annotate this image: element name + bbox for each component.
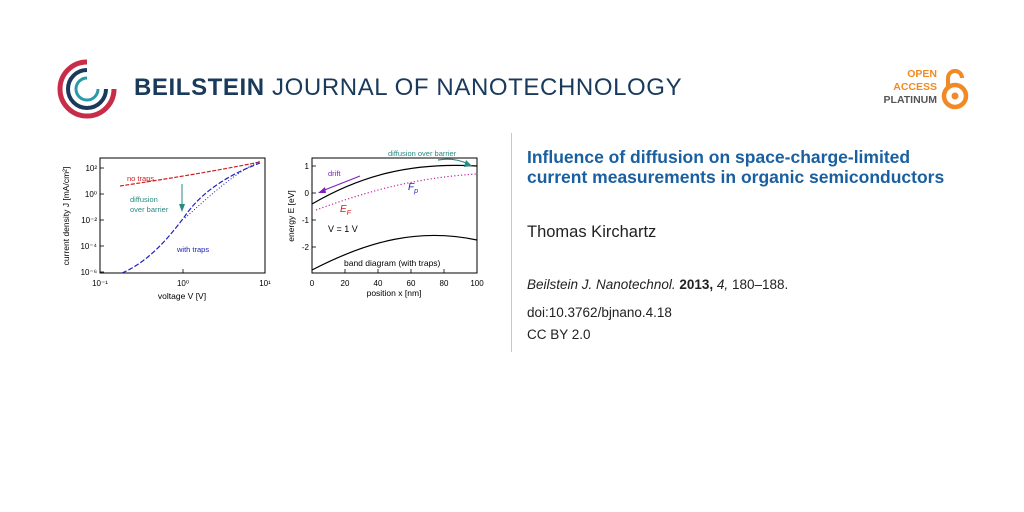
label-diffusion-2: over barrier bbox=[130, 205, 169, 214]
graphical-abstract: 10² 10⁰ 10⁻² 10⁻⁴ 10⁻⁶ 10⁻¹ 10⁰ 10¹ volt… bbox=[61, 149, 484, 301]
left-xtick-0: 10⁻¹ bbox=[92, 279, 108, 288]
left-ytick-2: 10⁻² bbox=[81, 216, 97, 225]
left-ytick-4: 10⁻⁶ bbox=[81, 268, 97, 277]
label-band-diagram: band diagram (with traps) bbox=[344, 258, 441, 268]
left-plot: 10² 10⁰ 10⁻² 10⁻⁴ 10⁻⁶ 10⁻¹ 10⁰ 10¹ volt… bbox=[61, 157, 271, 301]
right-xtick-5: 100 bbox=[470, 279, 484, 288]
article-license[interactable]: CC BY 2.0 bbox=[527, 327, 591, 342]
right-xtick-0: 0 bbox=[310, 279, 315, 288]
left-xtick-1: 10⁰ bbox=[177, 279, 189, 288]
journal-name: BEILSTEIN JOURNAL OF NANOTECHNOLOGY bbox=[134, 74, 682, 102]
article-citation: Beilstein J. Nanotechnol. 2013, 4, 180–1… bbox=[527, 277, 788, 292]
right-ytick-3: -2 bbox=[302, 243, 310, 252]
right-ylabel: energy E [eV] bbox=[286, 190, 296, 242]
right-ytick-0: 1 bbox=[305, 162, 310, 171]
label-diffusion-barrier: diffusion over barrier bbox=[388, 149, 457, 158]
right-xtick-1: 20 bbox=[341, 279, 350, 288]
right-ytick-2: -1 bbox=[302, 216, 310, 225]
label-diffusion-1: diffusion bbox=[130, 195, 158, 204]
open-access-badge: OPEN ACCESS PLATINUM bbox=[880, 68, 975, 118]
citation-year: 2013, bbox=[679, 277, 714, 292]
right-xlabel: position x [nm] bbox=[367, 288, 422, 298]
citation-pages: 180–188. bbox=[731, 277, 789, 292]
left-ytick-3: 10⁻⁴ bbox=[80, 242, 97, 251]
left-ytick-1: 10⁰ bbox=[85, 190, 97, 199]
journal-name-bold: BEILSTEIN bbox=[134, 74, 265, 101]
left-ylabel: current density J [mA/cm²] bbox=[61, 167, 71, 266]
article-doi[interactable]: doi:10.3762/bjnano.4.18 bbox=[527, 305, 672, 320]
right-ytick-1: 0 bbox=[305, 189, 310, 198]
journal-name-rest: JOURNAL OF NANOTECHNOLOGY bbox=[272, 74, 683, 101]
article-author[interactable]: Thomas Kirchartz bbox=[527, 223, 657, 241]
label-drift: drift bbox=[328, 169, 341, 178]
right-xtick-3: 60 bbox=[407, 279, 416, 288]
journal-logo-icon bbox=[57, 59, 117, 119]
left-xlabel: voltage V [V] bbox=[158, 291, 206, 301]
label-with-traps: with traps bbox=[176, 245, 209, 254]
open-access-label-3: PLATINUM bbox=[883, 94, 937, 106]
label-voltage: V = 1 V bbox=[328, 224, 358, 234]
label-fp: Fp bbox=[408, 182, 418, 195]
column-divider bbox=[511, 133, 512, 352]
label-no-traps: no traps bbox=[127, 174, 154, 183]
citation-volume: 4, bbox=[716, 277, 729, 292]
left-xtick-2: 10¹ bbox=[259, 279, 271, 288]
open-lock-icon bbox=[941, 69, 969, 110]
right-plot: 1 0 -1 -2 0 20 40 60 80 100 position x [… bbox=[286, 149, 484, 298]
left-ytick-0: 10² bbox=[85, 164, 97, 173]
open-access-label-2: ACCESS bbox=[893, 81, 937, 93]
citation-journal: Beilstein J. Nanotechnol. bbox=[527, 277, 676, 292]
article-title[interactable]: Influence of diffusion on space-charge-l… bbox=[527, 147, 945, 187]
right-xtick-4: 80 bbox=[440, 279, 449, 288]
label-efn: EF bbox=[340, 204, 352, 217]
right-xtick-2: 40 bbox=[374, 279, 383, 288]
open-access-label-1: OPEN bbox=[907, 68, 937, 80]
